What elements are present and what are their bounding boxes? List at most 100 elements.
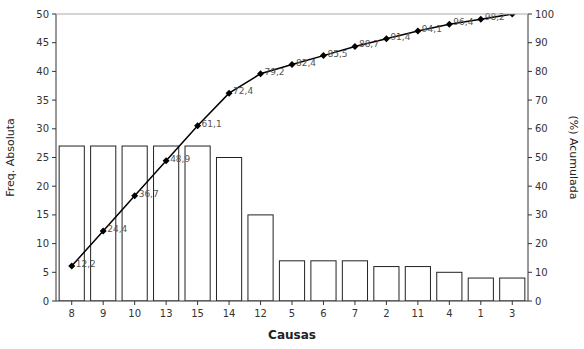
data-label: 94,1 [422, 24, 442, 34]
tick [449, 301, 450, 305]
data-label: 82,4 [296, 58, 316, 68]
tick-label: 14 [223, 308, 236, 319]
tick [52, 14, 56, 15]
tick-label: 70 [535, 95, 548, 106]
y-axis-label: Freq. Absoluta [4, 118, 17, 197]
tick [260, 301, 261, 305]
tick-label: 15 [36, 209, 49, 220]
bar [468, 278, 493, 301]
marker [320, 52, 327, 59]
marker [131, 192, 138, 199]
tick-label: 4 [446, 308, 452, 319]
tick-label: 90 [535, 37, 548, 48]
tick [528, 272, 532, 273]
tick [134, 301, 135, 305]
tick-label: 60 [535, 123, 548, 134]
tick [197, 301, 198, 305]
data-label: 12,2 [76, 259, 96, 269]
marker [100, 227, 107, 234]
data-label: 72,4 [233, 86, 253, 96]
data-label: 61,1 [202, 119, 222, 129]
bar [59, 146, 84, 301]
tick-label: 8 [69, 308, 75, 319]
tick-label: 35 [36, 95, 49, 106]
tick [528, 157, 532, 158]
marker [289, 61, 296, 68]
tick-label: 20 [36, 181, 49, 192]
bar [342, 261, 367, 301]
cumulative-line [72, 14, 513, 266]
tick-label: 20 [535, 238, 548, 249]
tick [528, 14, 532, 15]
tick-label: 5 [43, 267, 49, 278]
tick-label: 12 [254, 308, 267, 319]
tick [528, 100, 532, 101]
tick-label: 100 [535, 9, 554, 20]
x-axis-label: Causas [268, 328, 316, 342]
bar [216, 158, 241, 302]
tick-label: 10 [535, 267, 548, 278]
tick-label: 2 [383, 308, 389, 319]
plot-area [59, 14, 525, 301]
tick [52, 42, 56, 43]
tick-label: 6 [320, 308, 326, 319]
marker [477, 16, 484, 23]
tick [323, 301, 324, 305]
data-label: 24,4 [107, 224, 127, 234]
tick [528, 214, 532, 215]
tick [528, 128, 532, 129]
marker [446, 21, 453, 28]
tick [52, 301, 56, 302]
tick-label: 30 [36, 123, 49, 134]
tick [52, 128, 56, 129]
data-label: 91,4 [390, 32, 410, 42]
tick-label: 11 [411, 308, 424, 319]
bar [248, 215, 273, 301]
data-label: 88,7 [359, 39, 379, 49]
bar [185, 146, 210, 301]
tick-label: 10 [36, 238, 49, 249]
marker [68, 262, 75, 269]
tick [417, 301, 418, 305]
data-label: 96,4 [453, 17, 473, 27]
tick [52, 186, 56, 187]
tick-label: 25 [36, 152, 49, 163]
data-label: 79,2 [265, 67, 285, 77]
tick [292, 301, 293, 305]
tick-label: 30 [535, 209, 548, 220]
tick [229, 301, 230, 305]
tick-label: 3 [509, 308, 515, 319]
tick [52, 243, 56, 244]
tick-label: 13 [160, 308, 173, 319]
tick [528, 42, 532, 43]
marker [257, 70, 264, 77]
tick-label: 7 [352, 308, 358, 319]
bar [405, 267, 430, 301]
tick [528, 186, 532, 187]
tick-label: 5 [289, 308, 295, 319]
data-labels: 12,224,436,748,961,172,479,282,485,588,7… [76, 12, 505, 269]
chart: 12,224,436,748,961,172,479,282,485,588,7… [0, 0, 584, 349]
bar [311, 261, 336, 301]
tick-label: 0 [43, 296, 49, 307]
tick [52, 71, 56, 72]
bar [500, 278, 525, 301]
data-label: 85,5 [327, 49, 347, 59]
tick [166, 301, 167, 305]
tick [512, 301, 513, 305]
tick [52, 157, 56, 158]
tick-label: 0 [535, 296, 541, 307]
tick-label: 80 [535, 66, 548, 77]
tick [386, 301, 387, 305]
marker [351, 43, 358, 50]
marker [194, 122, 201, 129]
marker [226, 90, 233, 97]
y2-axis-label: (%) Acumulada [567, 115, 580, 199]
tick-label: 50 [535, 152, 548, 163]
tick-label: 40 [535, 181, 548, 192]
tick-label: 40 [36, 66, 49, 77]
tick [52, 100, 56, 101]
tick-label: 9 [100, 308, 106, 319]
tick [103, 301, 104, 305]
tick [528, 301, 532, 302]
